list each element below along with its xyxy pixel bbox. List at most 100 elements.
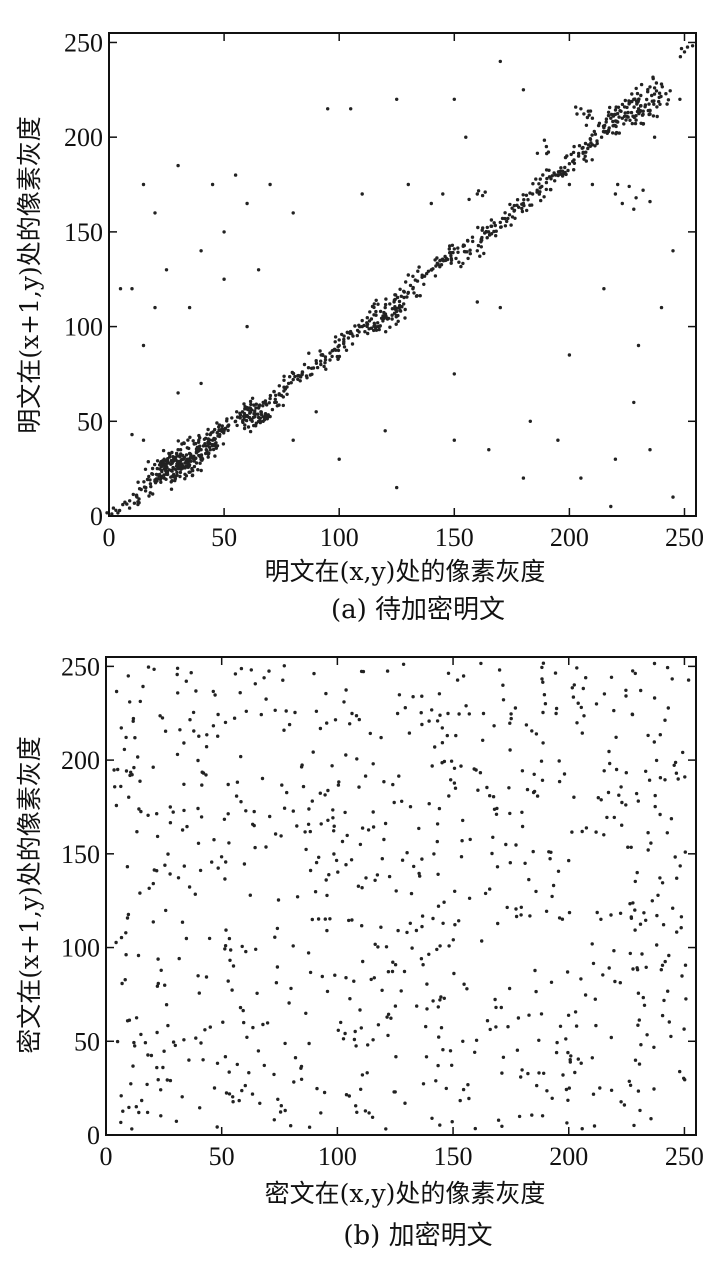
scatter-point <box>530 729 534 733</box>
scatter-point <box>231 1100 235 1104</box>
scatter-point <box>182 864 186 868</box>
scatter-point <box>149 1053 154 1058</box>
scatter-point <box>319 359 323 363</box>
scatter-point <box>450 243 455 247</box>
scatter-point <box>514 843 518 847</box>
scatter-point <box>668 89 672 93</box>
scatter-point <box>199 381 203 386</box>
scatter-point <box>406 273 410 277</box>
scatter-point <box>308 829 312 834</box>
scatter-point <box>653 793 657 798</box>
scatter-point <box>396 319 400 323</box>
x-axis-label-a: 明文在(x,y)处的像素灰度 <box>265 557 546 586</box>
scatter-point <box>673 760 678 765</box>
scatter-point <box>533 968 537 973</box>
scatter-point <box>268 396 272 401</box>
scatter-point <box>611 114 616 118</box>
scatter-point <box>192 459 196 463</box>
scatter-point <box>199 249 203 253</box>
scatter-point <box>526 198 530 202</box>
x-tick-label: 150 <box>434 1142 473 1171</box>
scatter-point <box>452 781 457 785</box>
scatter-point <box>388 325 392 329</box>
scatter-point <box>492 724 496 728</box>
scatter-point <box>630 712 635 717</box>
x-axis-label-b: 密文在(x,y)处的像素灰度 <box>265 1179 546 1208</box>
scatter-point <box>479 661 483 666</box>
scatter-point <box>326 818 330 822</box>
panel-b: 0 50 100 150 200 250 0 50 100 150 200 250 密文在(x,y)处… <box>15 652 704 1251</box>
scatter-point <box>372 305 376 310</box>
scatter-point <box>366 828 371 832</box>
scatter-point <box>161 463 165 467</box>
x-tick-label: 200 <box>550 523 589 552</box>
scatter-point <box>311 366 316 370</box>
scatter-point <box>520 206 524 211</box>
scatter-point <box>176 448 180 452</box>
scatter-point <box>323 355 328 359</box>
scatter-point <box>638 1108 642 1113</box>
scatter-point <box>176 163 180 168</box>
scatter-point <box>632 400 636 405</box>
scatter-point <box>652 740 656 744</box>
scatter-point <box>348 997 352 1001</box>
scatter-point <box>390 313 394 317</box>
scatter-point <box>379 735 383 740</box>
scatter-point <box>198 868 203 873</box>
scatter-point <box>501 683 505 687</box>
scatter-point <box>448 1049 453 1053</box>
scatter-point <box>383 429 387 433</box>
scatter-point <box>431 916 435 921</box>
scatter-point <box>570 686 574 690</box>
scatter-point <box>145 1082 149 1087</box>
scatter-point <box>412 291 416 295</box>
scatter-point <box>131 719 135 723</box>
scatter-point <box>292 1080 296 1084</box>
scatter-point <box>642 1003 647 1007</box>
scatter-point <box>403 706 407 710</box>
scatter-point <box>503 211 507 215</box>
scatter-point <box>114 940 118 945</box>
scatter-point <box>218 432 222 437</box>
scatter-point <box>342 700 346 704</box>
scatter-point <box>646 87 650 92</box>
scatter-point <box>586 143 591 147</box>
scatter-point <box>299 765 304 769</box>
scatter-point <box>652 135 657 139</box>
scatter-point <box>162 1049 166 1053</box>
scatter-point <box>248 399 253 404</box>
scatter-point <box>263 399 268 403</box>
scatter-point <box>111 506 116 510</box>
scatter-point <box>137 487 142 491</box>
scatter-point <box>579 705 583 710</box>
scatter-point <box>465 987 469 991</box>
scatter-point <box>654 89 659 93</box>
scatter-point <box>436 904 441 908</box>
scatter-point <box>447 794 451 798</box>
scatter-point <box>394 889 398 893</box>
x-tick-label: 100 <box>320 523 359 552</box>
scatter-point <box>590 1056 594 1060</box>
scatter-point <box>174 451 179 456</box>
scatter-point <box>481 711 486 716</box>
scatter-point <box>494 1025 498 1029</box>
scatter-point <box>124 953 128 957</box>
scatter-point <box>550 894 554 899</box>
scatter-point <box>520 209 525 214</box>
scatter-point <box>467 1096 471 1101</box>
scatter-point <box>206 452 211 456</box>
scatter-point <box>253 682 257 686</box>
scatter-point <box>515 198 520 202</box>
scatter-point <box>620 800 624 805</box>
scatter-point <box>577 144 582 148</box>
scatter-point <box>264 402 268 406</box>
scatter-point <box>498 305 502 310</box>
plot-frame-a <box>108 32 697 517</box>
scatter-point <box>449 254 453 258</box>
scatter-point <box>135 830 139 834</box>
scatter-point <box>669 1034 673 1039</box>
scatter-point <box>254 424 258 428</box>
scatter-point <box>397 774 401 778</box>
scatter-point <box>485 236 489 240</box>
scatter-point <box>345 833 349 838</box>
